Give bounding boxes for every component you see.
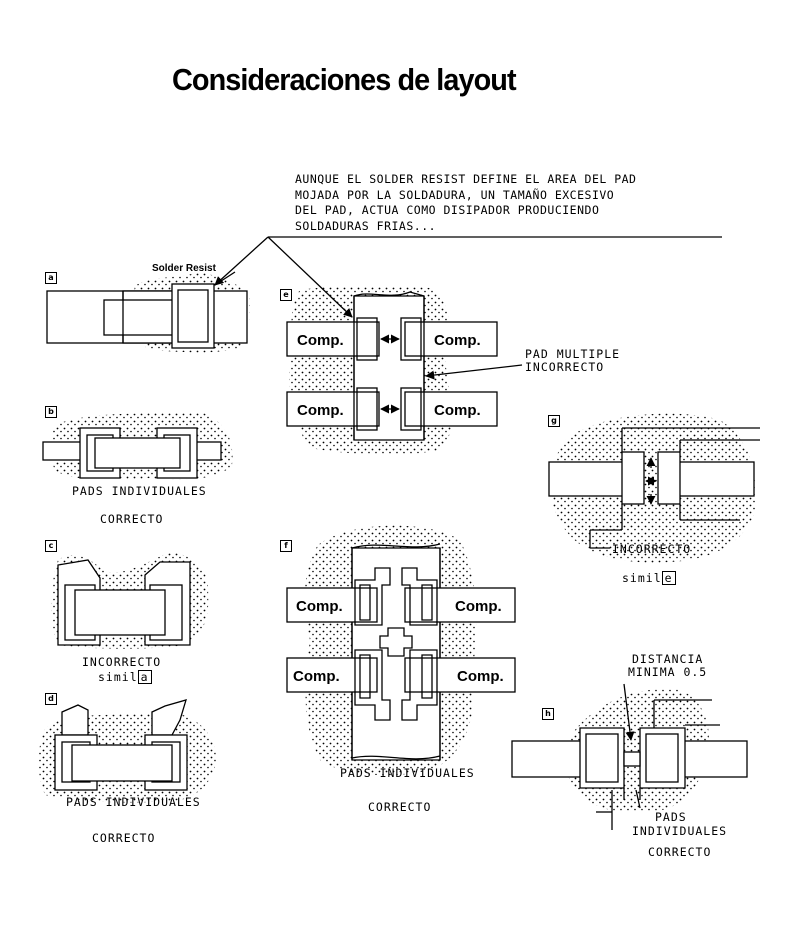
panel-g: [548, 413, 760, 563]
panel-g-verdict: INCORRECTO: [612, 542, 692, 556]
comp-label-e3: Comp.: [297, 402, 344, 419]
min-distance-pointer: [623, 683, 635, 741]
comp-label-e1: Comp.: [297, 332, 344, 349]
pad-multiple-pointer: [425, 364, 523, 380]
panel-h-verdict: CORRECTO: [648, 845, 712, 859]
panel-e-callout-line2: INCORRECTO: [525, 360, 605, 374]
panel-tag-e: e: [280, 289, 292, 301]
panel-d: [38, 699, 216, 803]
pointer-to-panel-a: [214, 236, 269, 286]
panel-h-distance-line1: DISTANCIA: [632, 652, 704, 666]
panel-tag-a: a: [45, 272, 57, 284]
note-line: DEL PAD, ACTUA COMO DISIPADOR PRODUCIEND…: [295, 203, 600, 217]
panel-b: [42, 412, 233, 480]
note-line: AUNQUE EL SOLDER RESIST DEFINE EL AREA D…: [295, 172, 637, 186]
simil-ref-box: e: [661, 571, 676, 585]
panel-h-distance-line2: MINIMA 0.5: [628, 665, 708, 679]
note-line: SOLDADURAS FRIAS...: [295, 218, 437, 233]
panel-f-caption: PADS INDIVIDUALES: [340, 766, 475, 780]
panel-tag-g: g: [548, 415, 560, 427]
page-title: Consideraciones de layout: [172, 62, 517, 97]
panel-h: [511, 683, 748, 830]
panel-f: [286, 525, 516, 776]
solder-resist-label: Solder Resist: [152, 263, 216, 274]
panel-h-caption-line1: PADS: [655, 810, 687, 824]
panel-c-simil: simil a: [98, 670, 152, 684]
panel-c: [51, 552, 209, 649]
panel-tag-h: h: [542, 708, 554, 720]
panel-g-simil: simil e: [622, 571, 676, 585]
comp-label-f2: Comp.: [455, 598, 502, 615]
panel-c-verdict: INCORRECTO: [82, 655, 162, 669]
solder-resist-note: AUNQUE EL SOLDER RESIST DEFINE EL AREA D…: [295, 172, 755, 234]
comp-label-e2: Comp.: [434, 332, 481, 349]
panel-e: [286, 285, 523, 455]
comp-label-e4: Comp.: [434, 402, 481, 419]
simil-ref-box: a: [137, 670, 152, 684]
panel-tag-f: f: [280, 540, 292, 552]
panel-d-caption: PADS INDIVIDUALES: [66, 795, 201, 809]
comp-label-f3: Comp.: [293, 668, 340, 685]
comp-label-f4: Comp.: [457, 668, 504, 685]
note-line: MOJADA POR LA SOLDADURA, UN TAMAÑO EXCES…: [295, 187, 615, 202]
simil-text: simil: [98, 670, 138, 684]
panel-tag-d: d: [45, 693, 57, 705]
panel-tag-c: c: [45, 540, 57, 552]
panel-h-caption-line2: INDIVIDUALES: [632, 824, 728, 838]
panel-f-verdict: CORRECTO: [368, 800, 432, 814]
panel-d-verdict: CORRECTO: [92, 831, 156, 845]
panel-tag-b: b: [45, 406, 57, 418]
panel-a: [46, 272, 250, 353]
panel-b-verdict: CORRECTO: [100, 512, 164, 526]
comp-label-f1: Comp.: [296, 598, 343, 615]
simil-text: simil: [622, 571, 662, 585]
panel-b-caption: PADS INDIVIDUALES: [72, 484, 207, 498]
panel-e-callout-line1: PAD MULTIPLE: [525, 347, 621, 361]
